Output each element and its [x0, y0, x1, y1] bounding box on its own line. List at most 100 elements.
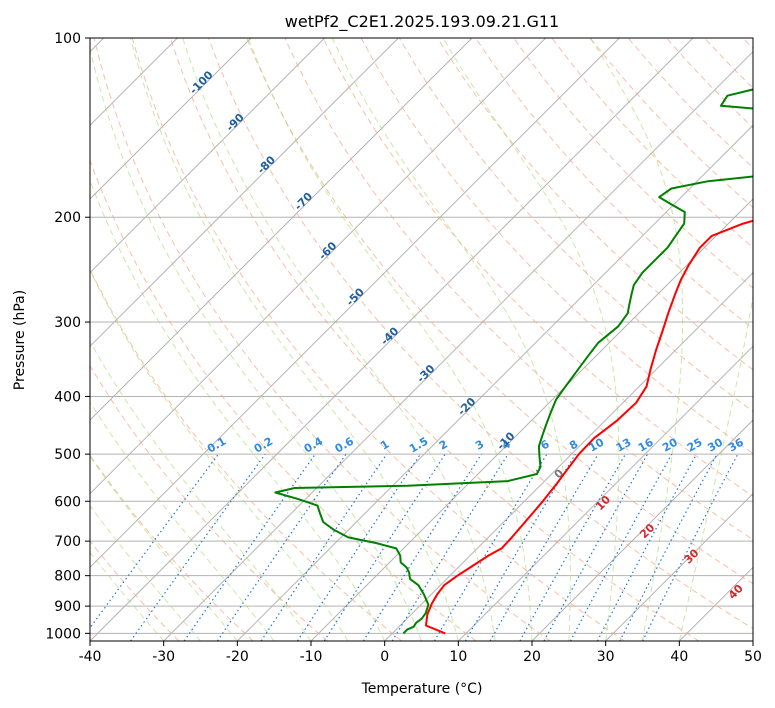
- x-tick-label: 50: [744, 649, 762, 665]
- dry-adiabat: [169, 38, 700, 641]
- y-tick-label: 900: [54, 599, 81, 615]
- isotherm-line: [531, 419, 753, 641]
- dewpoint-line: [274, 88, 753, 635]
- x-tick-label: -20: [226, 649, 249, 665]
- isotherm-label: -50: [344, 285, 367, 308]
- moist-adiabat: [90, 455, 238, 641]
- chart-title: wetPf2_C2E1.2025.193.09.21.G11: [285, 12, 559, 32]
- dry-adiabat: [90, 159, 477, 641]
- plot-frame: [89, 37, 754, 642]
- plot-area: 0.1 0.2 0.4 0.6 1 1.5 2 3 4 6 8 10 13 16 20 25 30 36-100-…: [90, 38, 753, 641]
- isotherm-line: [163, 50, 753, 641]
- mixing-ratio-line: [519, 453, 627, 641]
- adiabat-label: 20: [637, 521, 657, 541]
- x-tick-label: -30: [152, 649, 175, 665]
- mixing-ratio-label: 3: [473, 438, 486, 453]
- mixing-ratio-line: [642, 453, 739, 641]
- adiabat-label: 10: [593, 493, 613, 513]
- y-tick-label: 400: [54, 389, 81, 405]
- mixing-ratio-line: [596, 453, 698, 641]
- mixing-ratio-label: 36: [726, 435, 746, 454]
- temperature-line: [425, 219, 753, 635]
- mixing-ratio-label: 0.4: [302, 434, 326, 455]
- moist-adiabat: [130, 38, 459, 641]
- adiabat-label: 30: [682, 546, 702, 566]
- x-tick-label: 30: [597, 649, 615, 665]
- mixing-ratio-line: [619, 453, 718, 641]
- x-tick-label: -10: [300, 649, 323, 665]
- dry-adiabat: [90, 364, 328, 641]
- moist-adiabat: [442, 38, 620, 641]
- y-tick-label: 500: [54, 447, 81, 463]
- y-axis-title: Pressure (hPa): [12, 290, 28, 390]
- isotherm-line: [90, 38, 694, 641]
- mixing-ratio-line: [323, 453, 446, 641]
- moist-adiabat: [90, 401, 275, 641]
- mixing-ratio-label: 1: [378, 438, 391, 453]
- mixing-ratio-line: [489, 453, 599, 641]
- x-tick-label: 0: [380, 649, 389, 665]
- isotherm-line: [457, 345, 753, 641]
- moist-adiabat: [331, 38, 571, 641]
- moist-adiabat: [182, 38, 496, 641]
- isotherm-line: [384, 271, 753, 641]
- dry-adiabat: [475, 38, 753, 330]
- isotherm-label: -30: [414, 362, 437, 385]
- isotherm-label: -90: [224, 111, 247, 134]
- x-axis-title: Temperature (°C): [361, 681, 483, 697]
- moist-adiabat: [90, 179, 386, 641]
- isotherm-line: [605, 492, 753, 641]
- x-tick-label: 10: [449, 649, 467, 665]
- isotherm-line: [752, 640, 753, 641]
- dry-adiabat: [93, 38, 551, 641]
- x-tick-label: 40: [670, 649, 688, 665]
- isotherm-label: -40: [378, 324, 401, 347]
- isotherm-line: [236, 124, 753, 641]
- mixing-ratio-label: 0.2: [252, 435, 275, 456]
- moist-adiabat: [589, 38, 684, 641]
- dry-adiabat: [436, 38, 753, 371]
- dry-adiabat: [360, 38, 753, 455]
- isotherm-line: [90, 38, 620, 569]
- moist-adiabat: [90, 504, 201, 641]
- isotherm-line: [90, 38, 326, 274]
- dry-adiabat: [90, 268, 403, 641]
- mixing-ratio-line: [543, 453, 649, 641]
- dry-adiabat: [322, 38, 753, 497]
- x-tick-label: 20: [523, 649, 541, 665]
- y-tick-label: 1000: [45, 626, 81, 642]
- adiabat-label: 40: [726, 582, 746, 602]
- mixing-ratio-label: 8: [567, 438, 580, 453]
- mixing-ratio-label: 10: [586, 435, 606, 454]
- isotherm-label: -80: [255, 153, 278, 176]
- moist-adiabat: [247, 38, 533, 641]
- mixing-ratio-label: 20: [660, 435, 680, 454]
- isotherm-label: -60: [316, 239, 339, 262]
- mixing-ratio-label: 13: [614, 436, 634, 455]
- mixing-ratio-line: [464, 453, 576, 641]
- dry-adiabat: [284, 38, 753, 541]
- dry-adiabat: [742, 38, 753, 50]
- y-tick-label: 100: [54, 31, 81, 47]
- dry-adiabat: [704, 38, 753, 89]
- y-tick-label: 200: [54, 210, 81, 226]
- moist-adiabat: [678, 293, 753, 641]
- dry-adiabat: [208, 38, 753, 630]
- mixing-ratio-line: [90, 453, 219, 629]
- x-tick-label: -40: [79, 649, 102, 665]
- dry-adiabat: [513, 38, 753, 289]
- isotherm-label: -100: [187, 68, 216, 97]
- mixing-ratio-line: [130, 453, 266, 641]
- mixing-ratio-label: 16: [636, 435, 656, 454]
- isotherm-label: -70: [292, 190, 315, 213]
- moist-adiabat: [90, 269, 349, 641]
- mixing-ratio-line: [391, 453, 509, 641]
- isotherm-line: [90, 38, 252, 200]
- isotherm-line: [90, 38, 547, 495]
- dry-adiabat: [246, 38, 753, 585]
- mixing-ratio-line: [216, 453, 347, 641]
- dry-adiabat: [90, 454, 254, 641]
- mixing-ratio-line: [362, 453, 482, 641]
- mixing-ratio-line: [296, 453, 421, 641]
